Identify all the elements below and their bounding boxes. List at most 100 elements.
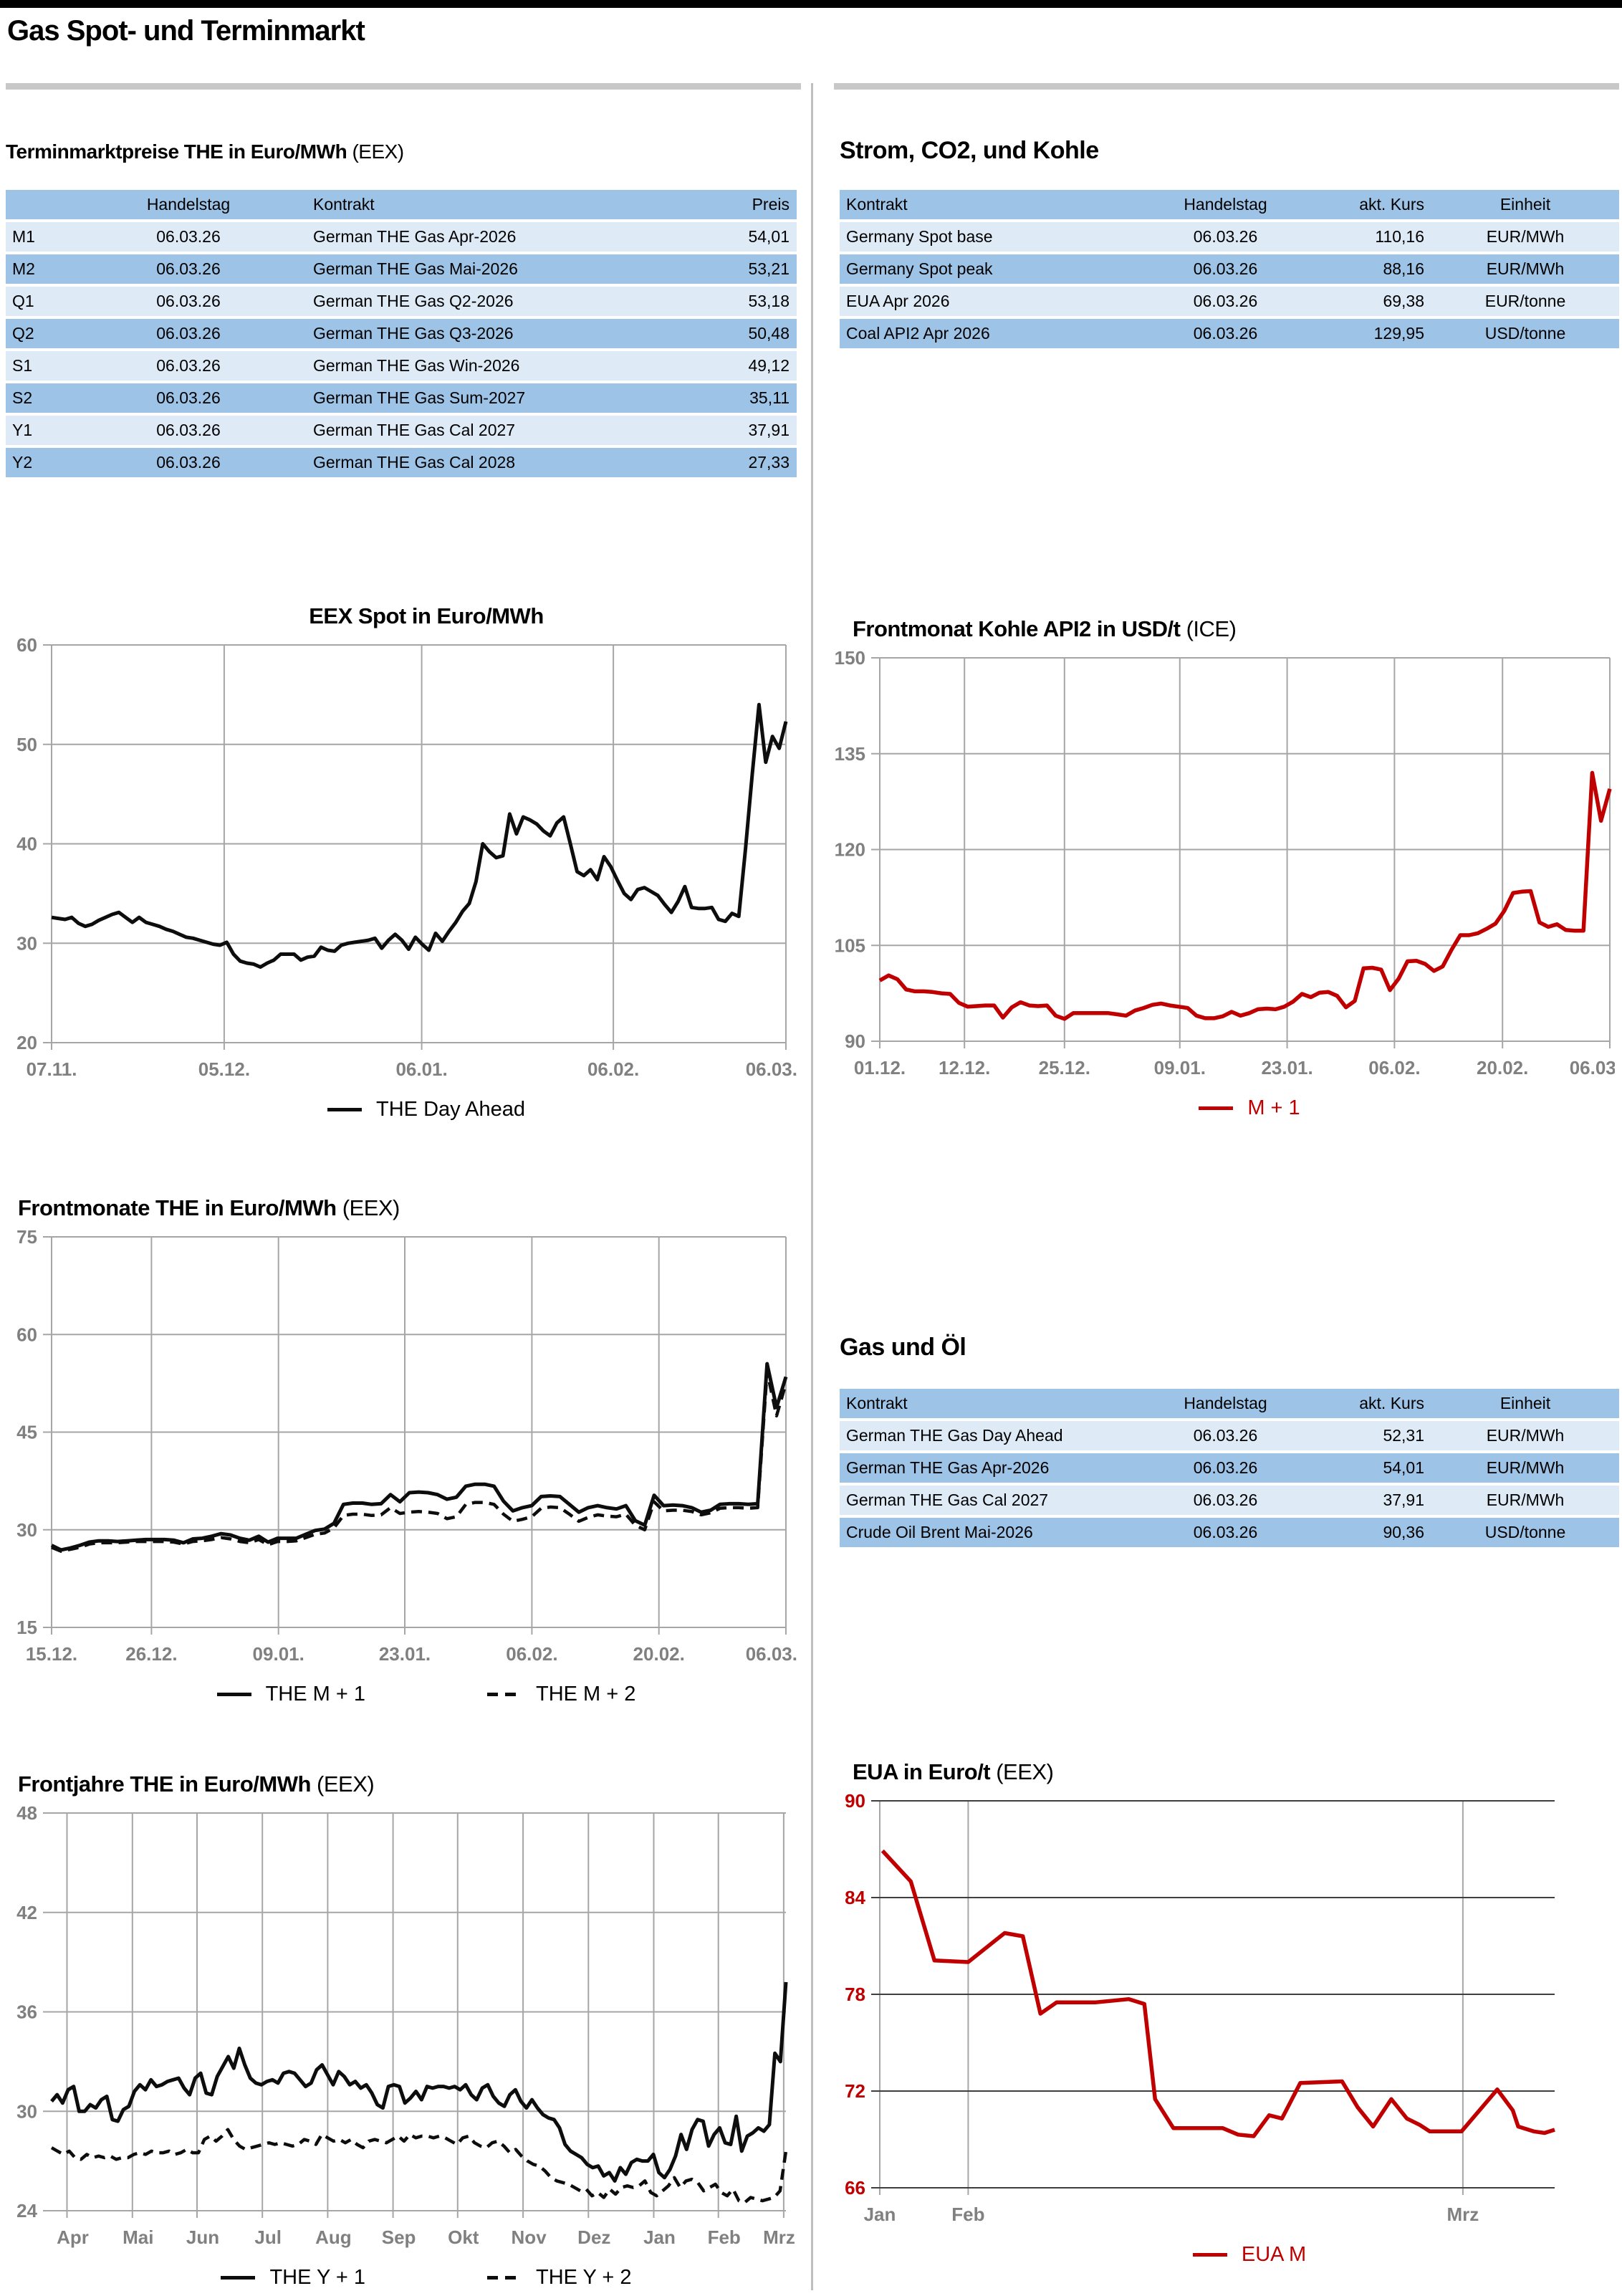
- table-row: German THE Gas Apr-2026 06.03.26 54,01 EUR/…: [840, 1453, 1619, 1486]
- svg-text:45: 45: [16, 1422, 37, 1443]
- table-cell: German THE Gas Sum-2027: [307, 383, 636, 416]
- table-row: S2 06.03.26 German THE Gas Sum-2027 35,11: [6, 383, 797, 416]
- svg-text:Dez: Dez: [577, 2226, 610, 2248]
- svg-text:06.03.: 06.03.: [746, 1643, 797, 1665]
- svg-text:23.01.: 23.01.: [379, 1643, 431, 1665]
- table-row: EUA Apr 2026 06.03.26 69,38 EUR/tonne: [840, 287, 1619, 319]
- table-cell: S2: [6, 383, 70, 416]
- table-cell: 06.03.26: [1145, 319, 1306, 351]
- table-cell: 37,91: [636, 416, 797, 448]
- terminmarkt-table: Handelstag Kontrakt Preis M1 06.03.26 German …: [6, 190, 797, 480]
- table-cell: 53,21: [636, 254, 797, 287]
- svg-text:72: 72: [845, 2080, 865, 2102]
- column-header: [6, 190, 70, 222]
- svg-text:20.02.: 20.02.: [633, 1643, 685, 1665]
- table-cell: 06.03.26: [70, 416, 307, 448]
- svg-text:Jun: Jun: [186, 2226, 219, 2248]
- table-row: Coal API2 Apr 2026 06.03.26 129,95 USD/tonn…: [840, 319, 1619, 351]
- table-cell: S1: [6, 351, 70, 383]
- column-header: akt. Kurs: [1306, 190, 1431, 222]
- table-cell: 129,95: [1306, 319, 1431, 351]
- table-cell: 88,16: [1306, 254, 1431, 287]
- svg-text:60: 60: [16, 1324, 37, 1345]
- svg-text:06.03.: 06.03.: [1570, 1057, 1615, 1078]
- svg-text:Okt: Okt: [448, 2226, 479, 2248]
- svg-text:20: 20: [16, 1032, 37, 1053]
- table-cell: 49,12: [636, 351, 797, 383]
- table-cell: 50,48: [636, 319, 797, 351]
- right-column: Strom, CO2, und Kohle Kontrakt Handelstag…: [811, 83, 1622, 2290]
- gas-table: Kontrakt Handelstag akt. Kurs Einheit German…: [840, 1389, 1619, 1550]
- page-title: Gas Spot- und Terminmarkt: [7, 15, 365, 47]
- column-header: Kontrakt: [307, 190, 636, 222]
- terminmarkt-heading: Terminmarktpreise THE in Euro/MWh (EEX): [6, 140, 404, 163]
- legend-item: THE Day Ahead: [327, 1096, 525, 1122]
- table-cell: German THE Gas Apr-2026: [840, 1453, 1145, 1486]
- table-cell: 06.03.26: [1145, 1421, 1306, 1453]
- svg-text:30: 30: [16, 1519, 37, 1541]
- svg-text:06.03.: 06.03.: [746, 1058, 797, 1080]
- legend-label: THE Y + 1: [269, 2266, 365, 2289]
- table-cell: Germany Spot peak: [840, 254, 1145, 287]
- table-row: Crude Oil Brent Mai-2026 06.03.26 90,36 USD…: [840, 1518, 1619, 1550]
- table-cell: Coal API2 Apr 2026: [840, 319, 1145, 351]
- table-cell: Crude Oil Brent Mai-2026: [840, 1518, 1145, 1550]
- table-cell: 90,36: [1306, 1518, 1431, 1550]
- solid-line-swatch-icon: [221, 2275, 256, 2280]
- table-cell: Y1: [6, 416, 70, 448]
- svg-text:75: 75: [16, 1227, 37, 1248]
- table-cell: German THE Gas Day Ahead: [840, 1421, 1145, 1453]
- column-header: Handelstag: [70, 190, 307, 222]
- table-cell: 52,31: [1306, 1421, 1431, 1453]
- chart-svg: 01.12. 12.12. 25.12. 09.01. 23.01. 06.02. 20.0…: [835, 647, 1621, 1078]
- table-cell: 06.03.26: [70, 222, 307, 254]
- svg-text:Sep: Sep: [382, 2226, 416, 2248]
- svg-text:Jul: Jul: [254, 2226, 282, 2248]
- table-header-row: Handelstag Kontrakt Preis: [6, 190, 797, 222]
- svg-text:135: 135: [835, 743, 865, 765]
- table-cell: Q1: [6, 287, 70, 319]
- svg-text:66: 66: [845, 2177, 865, 2199]
- table-cell: 37,91: [1306, 1486, 1431, 1518]
- table-cell: German THE Gas Win-2026: [307, 351, 636, 383]
- legend-item: THE M + 1: [216, 1681, 365, 1707]
- chart-svg: Apr Mai Jun Jul Aug Sep Okt Nov Dez Jan Feb Mrz 24 30…: [16, 1802, 795, 2248]
- frontjahre-chart: Apr Mai Jun Jul Aug Sep Okt Nov Dez Jan Feb Mrz 24 30…: [6, 1802, 801, 2262]
- table-row: German THE Gas Day Ahead 06.03.26 52,31 EUR…: [840, 1421, 1619, 1453]
- kohle-chart-title: Frontmonat Kohle API2 in USD/t (ICE): [853, 616, 1237, 641]
- svg-text:Jan: Jan: [643, 2226, 676, 2248]
- table-row: M1 06.03.26 German THE Gas Apr-2026 54,01: [6, 222, 797, 254]
- table-cell: EUR/MWh: [1431, 222, 1619, 254]
- right-section-divider: [834, 83, 1619, 90]
- svg-text:Feb: Feb: [708, 2226, 741, 2248]
- legend-label: EUA M: [1241, 2243, 1307, 2266]
- svg-text:Mai: Mai: [123, 2226, 153, 2248]
- solid-line-swatch-icon: [1199, 1106, 1234, 1110]
- gas-heading: Gas und Öl: [840, 1334, 966, 1361]
- table-cell: 06.03.26: [1145, 222, 1306, 254]
- eua-legend: EUA M: [834, 2242, 1619, 2267]
- legend-item: THE Y + 2: [487, 2264, 632, 2290]
- left-column: Terminmarktpreise THE in Euro/MWh (EEX) …: [0, 83, 811, 2290]
- svg-text:48: 48: [16, 1803, 37, 1824]
- table-cell: German THE Gas Cal 2027: [307, 416, 636, 448]
- chart-svg: Jan Feb Mrz 66 72 78 84 90: [845, 1790, 1555, 2225]
- frontjahre-legend: THE Y + 1 THE Y + 2: [6, 2264, 801, 2290]
- table-cell: 06.03.26: [70, 254, 307, 287]
- svg-text:90: 90: [845, 1791, 865, 1812]
- svg-text:Mrz: Mrz: [763, 2226, 795, 2248]
- table-cell: USD/tonne: [1431, 1518, 1619, 1550]
- eua-chart: Jan Feb Mrz 66 72 78 84 90: [834, 1790, 1619, 2239]
- svg-text:06.02.: 06.02.: [1368, 1057, 1420, 1078]
- table-cell: German THE Gas Mai-2026: [307, 254, 636, 287]
- svg-text:90: 90: [845, 1030, 865, 1052]
- column-header: Preis: [636, 190, 797, 222]
- svg-text:12.12.: 12.12.: [939, 1057, 990, 1078]
- frontmonate-chart-title: Frontmonate THE in Euro/MWh (EEX): [18, 1195, 400, 1220]
- svg-text:06.01.: 06.01.: [395, 1058, 447, 1080]
- table-row: Y2 06.03.26 German THE Gas Cal 2028 27,33: [6, 448, 797, 480]
- table-cell: 06.03.26: [1145, 1518, 1306, 1550]
- column-header: akt. Kurs: [1306, 1389, 1431, 1421]
- spot-chart: 07.11. 05.12. 06.01. 06.02. 06.03. 20 30 40 50 60: [6, 634, 801, 1094]
- legend-label: THE M + 1: [265, 1683, 365, 1706]
